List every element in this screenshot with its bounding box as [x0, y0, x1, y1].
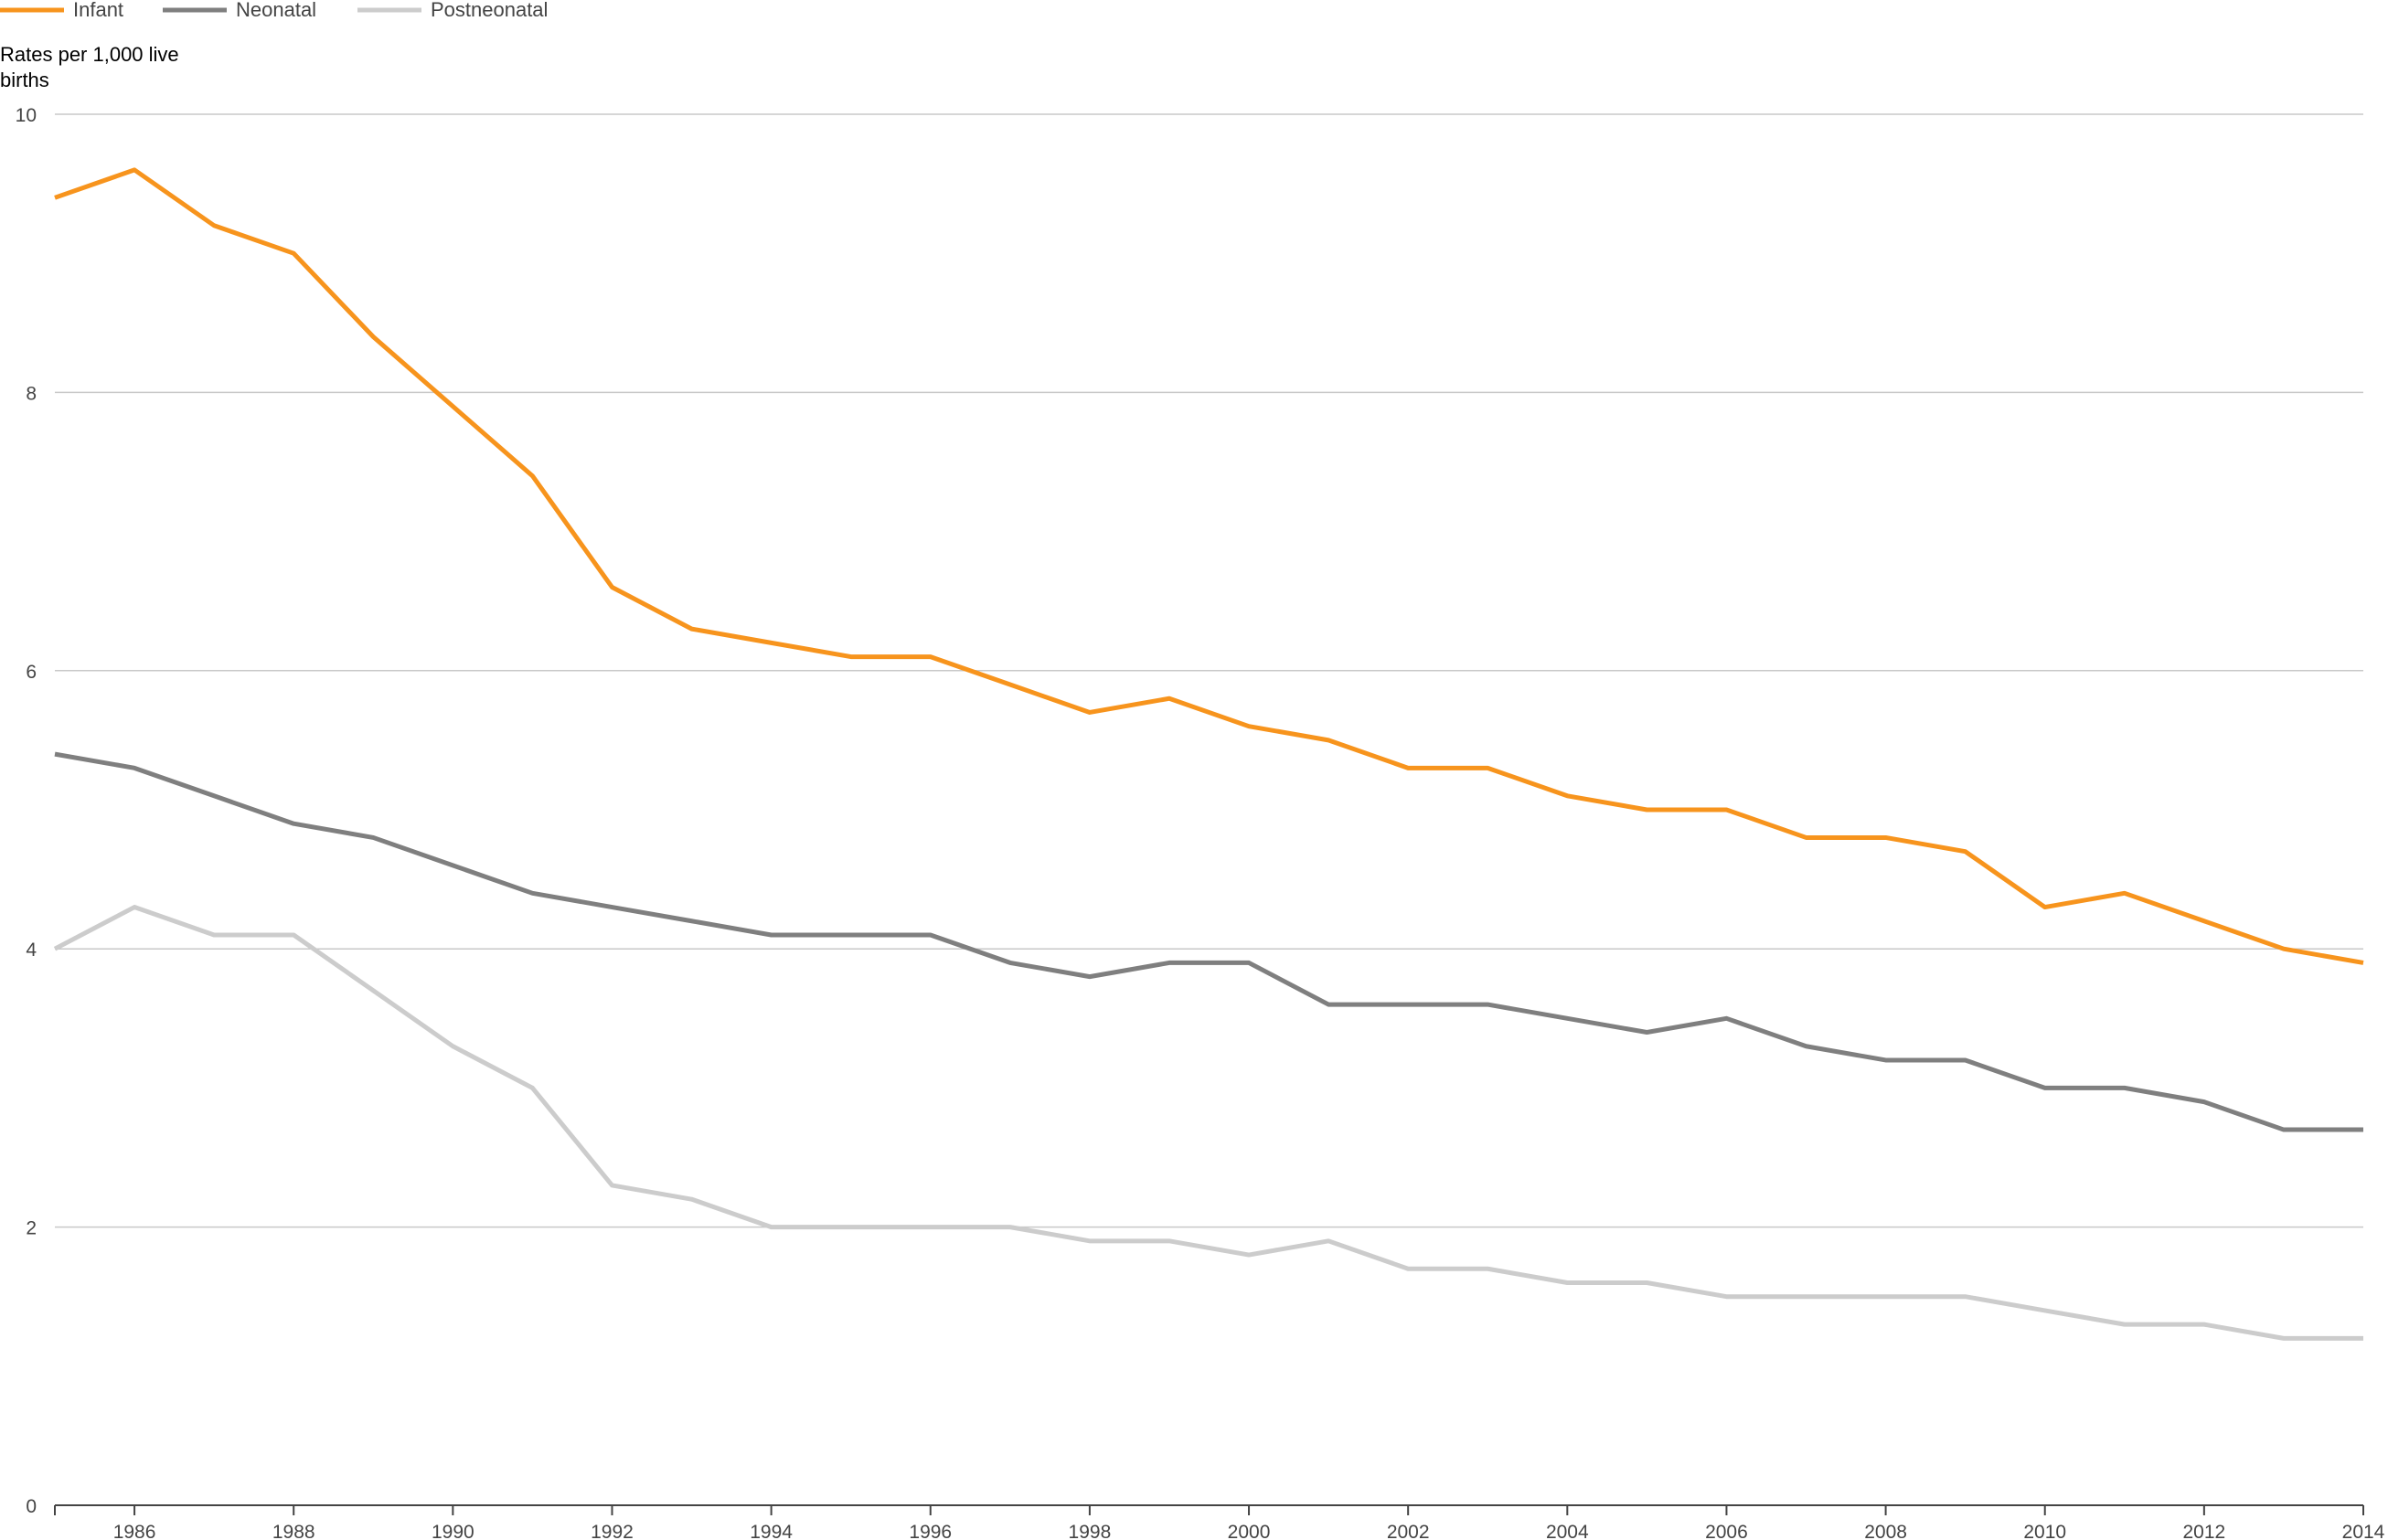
y-tick-label: 2	[26, 1218, 37, 1239]
x-tick-label: 2010	[2023, 1522, 2066, 1540]
legend-item-infant: Infant	[0, 0, 123, 21]
legend-label: Neonatal	[236, 0, 316, 21]
y-tick-label: 0	[26, 1496, 37, 1517]
y-axis-label: Rates per 1,000 live births	[0, 43, 179, 91]
x-tick-label: 2008	[1864, 1522, 1907, 1540]
x-tick-label: 1996	[909, 1522, 952, 1540]
y-tick-label: 6	[26, 662, 37, 683]
x-tick-label: 2006	[1705, 1522, 1748, 1540]
series-lines	[53, 167, 2364, 1341]
series-line-postneonatal	[53, 905, 2363, 1341]
legend-item-postneonatal: Postneonatal	[357, 0, 548, 21]
series-line-neonatal	[54, 751, 2363, 1132]
legend-item-neonatal: Neonatal	[163, 0, 316, 21]
gridlines	[55, 113, 2363, 1228]
x-tick-label: 2004	[1546, 1522, 1589, 1540]
legend-label: Infant	[73, 0, 123, 21]
y-axis-label-line-2: births	[0, 69, 49, 91]
x-tick-label: 1992	[591, 1522, 634, 1540]
x-axis: 1986 1988 1990 1992 1994 1996 1998 2000 2002 2004…	[54, 1504, 2385, 1540]
y-axis: 0 2 4 6 8 10	[16, 105, 37, 1517]
x-tick-label: 1994	[750, 1522, 793, 1540]
legend-label: Postneonatal	[431, 0, 548, 21]
x-tick-label: 1988	[272, 1522, 315, 1540]
legend: Infant Neonatal Postneonatal	[0, 0, 548, 21]
series-line-infant	[54, 167, 2364, 965]
y-tick-label: 10	[16, 105, 37, 126]
x-tick-label: 2014	[2342, 1522, 2385, 1540]
x-tick-label: 1998	[1069, 1522, 1112, 1540]
x-tick-label: 1986	[113, 1522, 156, 1540]
x-tick-label: 2012	[2183, 1522, 2226, 1540]
y-axis-label-line-1: Rates per 1,000 live	[0, 43, 179, 66]
y-tick-label: 8	[26, 383, 37, 404]
y-tick-label: 4	[26, 940, 37, 961]
x-tick-label: 1990	[432, 1522, 474, 1540]
x-tick-label: 2002	[1387, 1522, 1430, 1540]
x-tick-label: 2000	[1228, 1522, 1271, 1540]
